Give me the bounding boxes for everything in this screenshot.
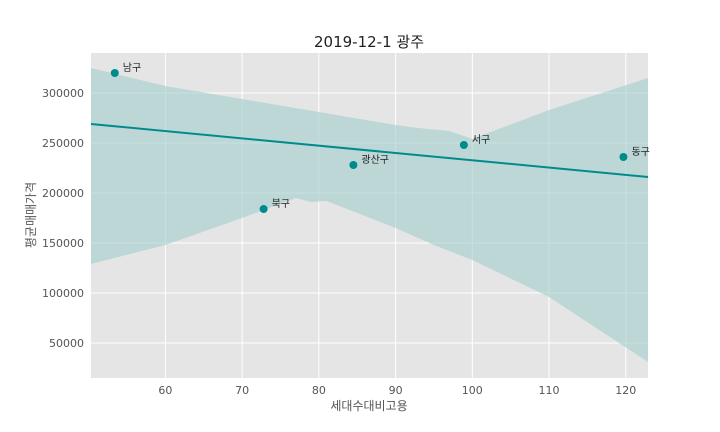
- y-axis-label: 평균매매가격: [24, 182, 38, 248]
- chart-title: 2019-12-1 광주: [314, 33, 424, 51]
- data-point: [259, 205, 268, 213]
- x-axis-label: 세대수대비고용: [330, 399, 407, 413]
- y-tick-label: 300000: [42, 87, 84, 100]
- data-point: [619, 153, 628, 161]
- data-point: [459, 141, 468, 149]
- y-tick-label: 50000: [49, 337, 84, 350]
- x-tick-labels: 60 70 80 90 100 110 120: [158, 384, 636, 397]
- confidence-band: [91, 68, 648, 362]
- x-tick-label: 90: [389, 384, 403, 397]
- x-tick-label: 60: [158, 384, 172, 397]
- point-label: 동구: [631, 146, 649, 158]
- x-tick-label: 80: [312, 384, 326, 397]
- y-tick-label: 150000: [42, 237, 84, 250]
- y-tick-label: 250000: [42, 137, 84, 150]
- data-point: [110, 69, 119, 77]
- y-tick-labels: 50000 100000 150000 200000 250000 300000: [42, 87, 84, 350]
- x-tick-label: 120: [615, 384, 636, 397]
- point-label: 북구: [272, 198, 290, 210]
- point-label: 남구: [123, 62, 141, 74]
- data-point: [349, 161, 358, 169]
- y-tick-label: 200000: [42, 187, 84, 200]
- x-tick-label: 110: [539, 384, 560, 397]
- y-tick-label: 100000: [42, 287, 84, 300]
- x-tick-label: 70: [235, 384, 249, 397]
- point-label: 서구: [472, 134, 490, 146]
- point-label: 광산구: [361, 154, 389, 166]
- regression-line: [90, 123, 649, 178]
- x-tick-label: 100: [462, 384, 483, 397]
